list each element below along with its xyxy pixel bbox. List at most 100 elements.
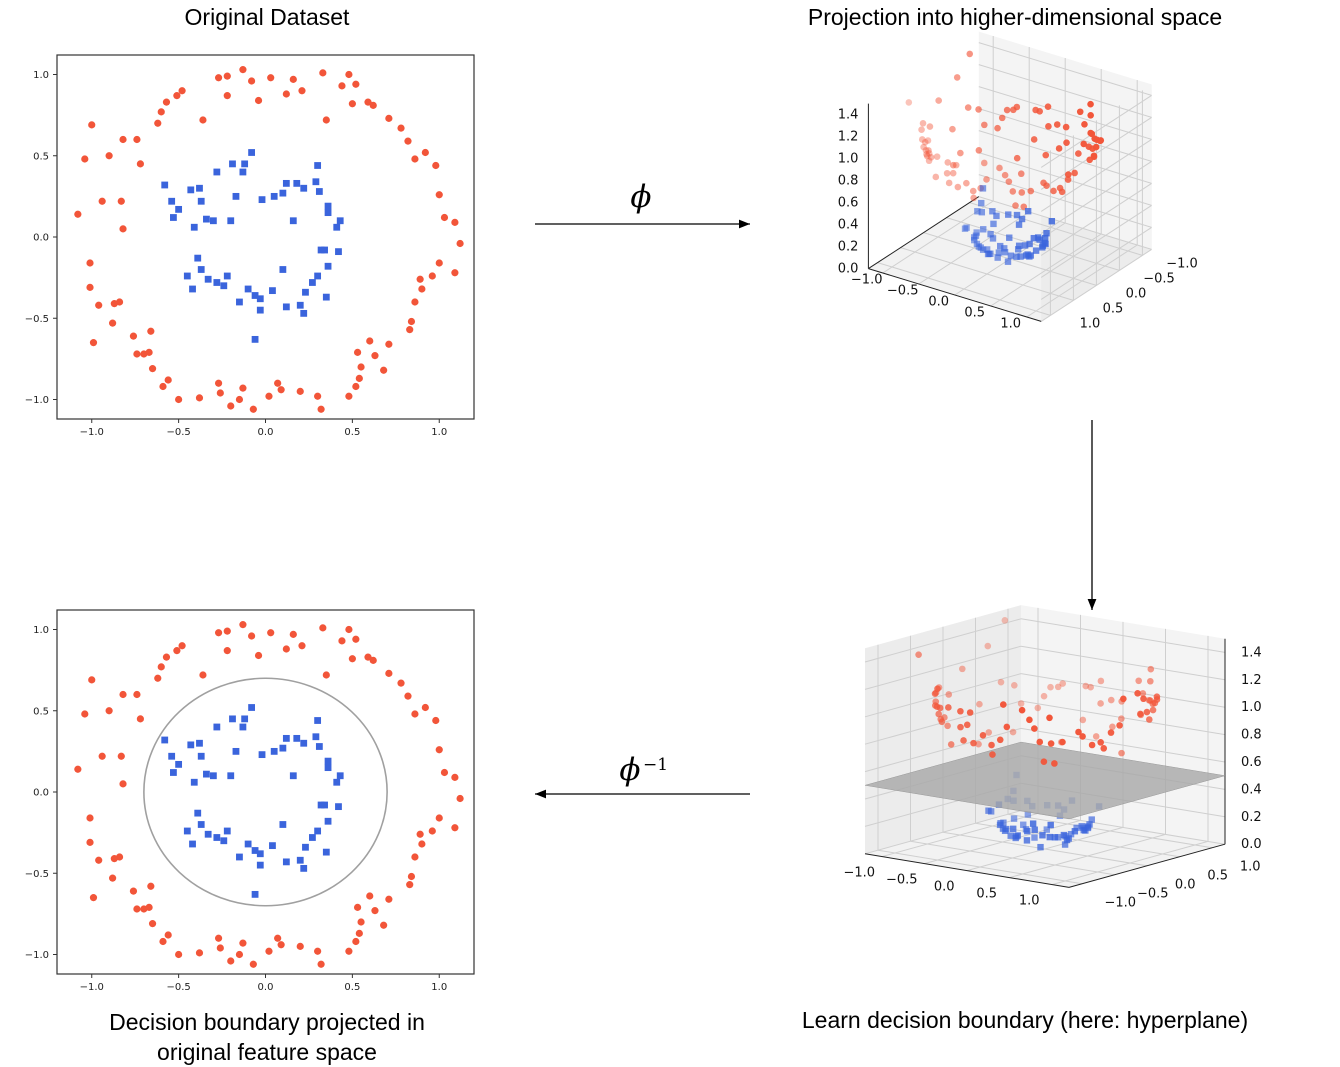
outer-point-3d (1001, 171, 1009, 179)
outer-point (289, 630, 297, 638)
inner-point (196, 184, 203, 192)
outer-point (352, 635, 360, 643)
outer-point (435, 814, 443, 822)
inner-point-3d (995, 249, 1003, 256)
grid-line (1040, 160, 1152, 234)
outer-point-3d (938, 718, 946, 726)
outer-point-3d (1001, 617, 1009, 624)
outer-point-3d (915, 651, 922, 658)
inner-point (335, 803, 342, 811)
outer-point (175, 395, 183, 404)
outer-point (88, 676, 96, 684)
inner-point (282, 179, 290, 187)
outer-point (95, 301, 103, 309)
z-tick-label: 0.2 (1241, 810, 1262, 825)
grid-line (978, 64, 1152, 118)
outer-point-3d (1047, 683, 1054, 691)
inner-point-3d (987, 250, 994, 257)
phi-inverse-superscript: −1 (643, 755, 668, 775)
outer-point (322, 116, 330, 124)
outer-point-3d (935, 97, 942, 104)
grid-line (946, 217, 1120, 271)
inner-point-3d (978, 199, 985, 207)
inner-point (203, 770, 210, 778)
inner-point (223, 272, 231, 280)
inner-point-3d (1061, 841, 1069, 848)
outer-point (105, 152, 113, 160)
inner-point (183, 272, 191, 280)
x-axis-line (864, 853, 1070, 888)
outer-point (105, 707, 113, 715)
outer-point (74, 210, 82, 218)
grid-line (1051, 840, 1209, 886)
outer-point-3d (1116, 722, 1123, 729)
outer-point (267, 629, 275, 637)
outer-point (164, 931, 172, 939)
outer-point-3d (925, 150, 933, 157)
outer-point (353, 903, 362, 911)
inner-point-3d (1041, 239, 1048, 247)
outer-point-3d (1018, 706, 1026, 714)
outer-point (407, 872, 416, 881)
outer-point (239, 939, 247, 947)
outer-point-3d (1088, 741, 1096, 749)
y-tick-label: 1.0 (33, 70, 49, 81)
x-tick-label: 0.5 (344, 427, 360, 438)
outer-point (175, 950, 183, 959)
outer-point (406, 881, 414, 889)
inner-point (293, 734, 301, 742)
outer-point (216, 944, 224, 952)
inner-point-3d (1015, 242, 1023, 249)
outer-point-3d (1044, 103, 1052, 110)
inner-point (270, 747, 278, 755)
outer-point (397, 679, 405, 687)
inner-point (187, 741, 195, 749)
outer-point-3d (970, 194, 977, 202)
x-tick-label: −1.0 (80, 427, 104, 438)
z-tick-label: 0.6 (1241, 755, 1262, 770)
inner-point (300, 739, 308, 747)
outer-point-3d (1100, 745, 1108, 752)
outer-point (277, 941, 285, 949)
inner-point (239, 168, 247, 176)
inner-point (300, 184, 308, 192)
inner-point (194, 254, 202, 262)
outer-point (345, 947, 353, 955)
outer-point-3d (931, 690, 939, 697)
outer-point-3d (922, 147, 930, 154)
grid-line (864, 727, 1022, 773)
outer-point-3d (925, 157, 933, 165)
outer-point-3d (944, 159, 952, 166)
x-axis-line (868, 268, 1042, 322)
outer-point (282, 645, 290, 653)
outer-point (239, 384, 247, 392)
outer-point-3d (920, 143, 927, 151)
inner-point-3d (1021, 242, 1029, 249)
outer-point-3d (1047, 740, 1055, 747)
outer-point (98, 752, 106, 760)
outer-point (345, 70, 353, 79)
outer-point-3d (1153, 693, 1161, 701)
outer-point-3d (976, 700, 983, 708)
outer-point-3d (1076, 108, 1084, 116)
y-tick-label: 1.0 (1240, 860, 1261, 875)
outer-point-3d (1071, 169, 1078, 177)
outer-point-3d (933, 153, 941, 160)
outer-point (364, 653, 372, 661)
inner-point (204, 275, 212, 283)
inner-point-3d (1055, 834, 1062, 841)
inner-point (244, 285, 252, 293)
outer-point (248, 632, 256, 640)
z-tick-label: 1.0 (838, 152, 859, 167)
inner-point (168, 197, 176, 205)
inner-point-3d (1001, 245, 1008, 252)
inner-point (324, 209, 332, 217)
y-tick-label: 1.0 (33, 625, 49, 636)
outer-point (129, 887, 138, 895)
y-tick-label: −0.5 (1137, 887, 1169, 902)
inner-point (209, 217, 217, 225)
inner-point (317, 801, 325, 809)
outer-point-3d (921, 138, 929, 146)
outer-point-3d (1065, 171, 1072, 178)
outer-point-3d (949, 125, 956, 133)
